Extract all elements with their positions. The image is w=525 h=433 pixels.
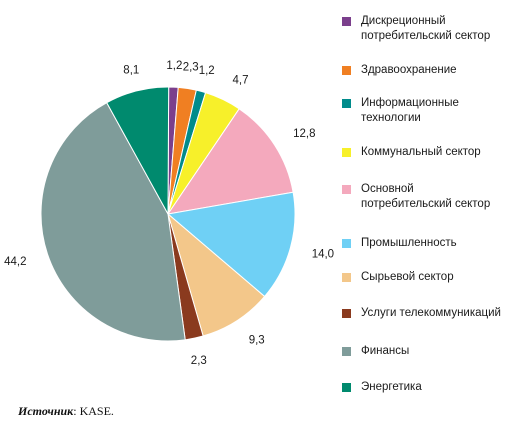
legend-swatch-icon (342, 185, 351, 194)
legend-label: Коммунальный сектор (361, 146, 481, 158)
pie-slice (106, 86, 170, 216)
legend-swatch-icon (342, 347, 351, 356)
slice-value-label: 1,2 (199, 65, 215, 77)
legend-swatch-icon (342, 66, 351, 75)
legend-label: Основной потребительский сектор (361, 183, 491, 210)
slice-value-label: 44,2 (4, 256, 26, 268)
legend-label: Промышленность (361, 237, 457, 249)
slice-value-label: 2,3 (183, 62, 199, 74)
source-text: : KASE. (73, 404, 114, 418)
legend-label: Услуги телекоммуникаций (361, 307, 501, 319)
slice-value-label: 12,8 (293, 128, 315, 140)
legend-swatch-icon (342, 239, 351, 248)
legend-item: Услуги телекоммуникаций (342, 306, 501, 321)
pie-slice (40, 102, 186, 342)
legend-swatch-icon (342, 383, 351, 392)
legend-label: Сырьевой сектор (361, 271, 454, 283)
legend-item: Коммунальный сектор (342, 145, 481, 160)
pie-slice (166, 108, 294, 215)
legend-item: Здравоохранение (342, 63, 457, 78)
legend-label: Финансы (361, 345, 410, 357)
legend-item: Сырьевой сектор (342, 270, 454, 285)
legend-label: Энергетика (361, 381, 422, 393)
legend-swatch-icon (342, 148, 351, 157)
source-note: Источник: KASE. (18, 404, 114, 419)
slice-value-label: 14,0 (312, 248, 334, 260)
pie-slice (166, 191, 296, 298)
legend-item: Дискреционный потребительский сектор (342, 14, 490, 44)
source-label: Источник (18, 404, 74, 418)
legend-swatch-icon (342, 99, 351, 108)
legend-swatch-icon (342, 309, 351, 318)
slice-value-label: 8,1 (123, 65, 139, 77)
legend-label: Дискреционный потребительский сектор (361, 15, 491, 42)
legend-item: Энергетика (342, 380, 422, 395)
legend-item: Промышленность (342, 236, 457, 251)
slice-value-label: 9,3 (249, 334, 265, 346)
slice-value-label: 4,7 (233, 75, 249, 87)
slice-value-label: 1,2 (166, 60, 182, 72)
legend-swatch-icon (342, 273, 351, 282)
legend-label: Здравоохранение (361, 64, 457, 76)
legend-item: Основной потребительский сектор (342, 182, 490, 212)
legend-label: Информационные технологии (361, 97, 459, 124)
legend-item: Информационные технологии (342, 96, 459, 126)
legend-item: Финансы (342, 344, 409, 359)
legend-swatch-icon (342, 17, 351, 26)
slice-value-label: 2,3 (191, 355, 207, 367)
